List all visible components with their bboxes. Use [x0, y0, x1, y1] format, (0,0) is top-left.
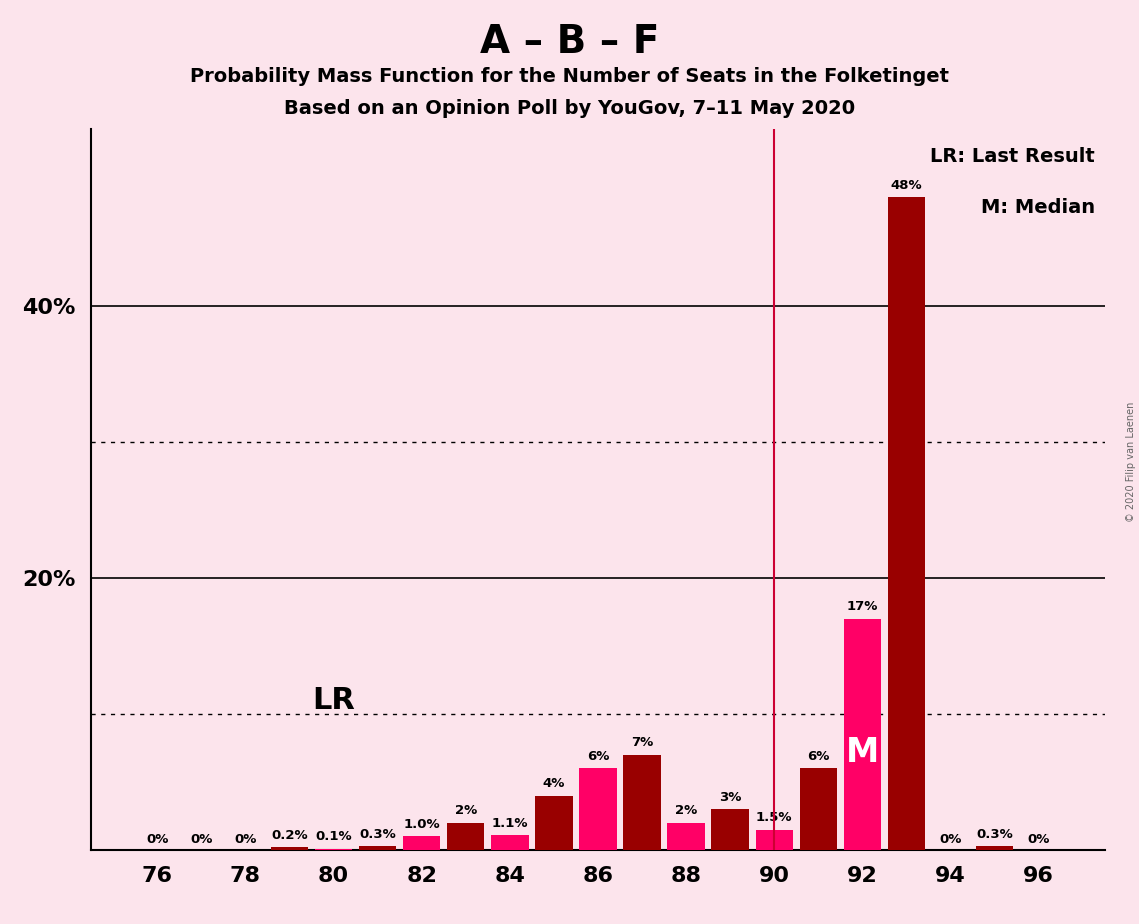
- Text: 0%: 0%: [1027, 833, 1050, 846]
- Text: Probability Mass Function for the Number of Seats in the Folketinget: Probability Mass Function for the Number…: [190, 67, 949, 86]
- Text: 1.1%: 1.1%: [492, 817, 528, 830]
- Bar: [800, 769, 837, 850]
- Text: 0%: 0%: [940, 833, 961, 846]
- Bar: [403, 836, 441, 850]
- Text: 0.2%: 0.2%: [271, 829, 308, 842]
- Bar: [491, 835, 528, 850]
- Text: 0.1%: 0.1%: [316, 831, 352, 844]
- Text: LR: LR: [312, 686, 355, 715]
- Text: 7%: 7%: [631, 736, 653, 749]
- Bar: [359, 846, 396, 850]
- Bar: [844, 619, 882, 850]
- Text: M: Median: M: Median: [981, 198, 1095, 217]
- Text: 2%: 2%: [675, 805, 697, 818]
- Text: 48%: 48%: [891, 179, 923, 192]
- Text: 0.3%: 0.3%: [976, 828, 1013, 841]
- Bar: [755, 830, 793, 850]
- Text: 6%: 6%: [808, 750, 829, 763]
- Text: 1.5%: 1.5%: [756, 811, 793, 824]
- Bar: [580, 769, 616, 850]
- Bar: [271, 847, 309, 850]
- Text: 4%: 4%: [542, 777, 565, 790]
- Bar: [667, 823, 705, 850]
- Text: LR: Last Result: LR: Last Result: [929, 148, 1095, 166]
- Bar: [712, 809, 749, 850]
- Text: 3%: 3%: [719, 791, 741, 804]
- Text: A – B – F: A – B – F: [480, 23, 659, 61]
- Text: 1.0%: 1.0%: [403, 818, 440, 831]
- Bar: [887, 198, 925, 850]
- Text: 0%: 0%: [190, 833, 213, 846]
- Text: © 2020 Filip van Laenen: © 2020 Filip van Laenen: [1125, 402, 1136, 522]
- Text: 17%: 17%: [846, 601, 878, 614]
- Text: 0%: 0%: [146, 833, 169, 846]
- Bar: [535, 796, 573, 850]
- Bar: [314, 849, 352, 850]
- Text: Based on an Opinion Poll by YouGov, 7–11 May 2020: Based on an Opinion Poll by YouGov, 7–11…: [284, 99, 855, 118]
- Text: 2%: 2%: [454, 805, 477, 818]
- Text: M: M: [846, 736, 879, 770]
- Bar: [623, 755, 661, 850]
- Text: 0.3%: 0.3%: [359, 828, 396, 841]
- Text: 0%: 0%: [235, 833, 256, 846]
- Bar: [976, 846, 1014, 850]
- Text: 6%: 6%: [587, 750, 609, 763]
- Bar: [446, 823, 484, 850]
